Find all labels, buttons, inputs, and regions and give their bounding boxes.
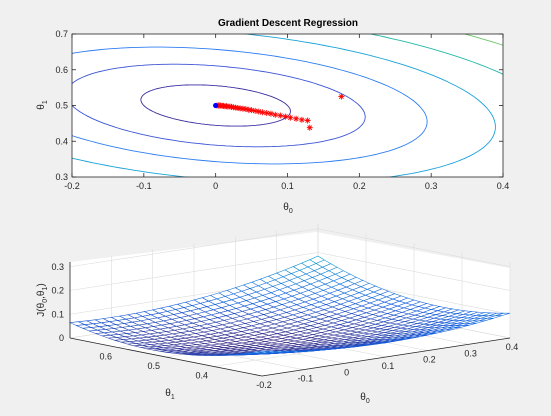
surface-x-tick-label: -0.1: [298, 374, 314, 384]
contour-x-tick-label: 0.4: [497, 181, 510, 191]
surface-y-grid-line: [213, 252, 463, 367]
contour-line: [140, 84, 291, 127]
surface-chart: 00.10.20.3 0.60.50.4 -0.2-0.100.10.20.30…: [36, 224, 518, 405]
contour-line: [72, 63, 366, 148]
surface-patch: [255, 350, 271, 353]
surface-x-tick-label: 0.4: [506, 342, 519, 352]
surface-y-tick-label: 0.6: [99, 352, 112, 362]
surface-axes: [69, 262, 511, 377]
contour-chart: Gradient Descent Regression -0.2 -0.1 0 0.1…: [36, 18, 509, 215]
descent-point: [277, 112, 284, 119]
surface-x-label-sub: 0: [366, 398, 370, 405]
surface-y-axis: [69, 337, 263, 377]
surface-z-label-sub1: 1: [42, 287, 49, 291]
surface-mesh: [68, 255, 511, 356]
contour-line: [72, 34, 496, 177]
surface-z-tick-label: 0.1: [51, 309, 64, 319]
surface-z-label-mid: ,θ: [36, 290, 47, 299]
surface-y-label: θ1: [165, 388, 175, 401]
contour-y-tick-label: 0.3: [55, 172, 68, 182]
descent-point: [298, 116, 305, 123]
surface-x-tick-label: 0.1: [382, 361, 395, 371]
surface-z-label-base: J(θ: [36, 302, 47, 316]
descent-point: [338, 93, 345, 100]
descent-point: [287, 114, 294, 121]
contour-x-tick-label: 0.3: [425, 181, 438, 191]
surface-x-ticks: -0.2 -0.1 0 0.1 0.2 0.3 0.4: [256, 342, 518, 390]
descent-point: [259, 109, 266, 116]
surface-x-tick-label: 0.2: [423, 355, 436, 365]
contour-y-ticks: 0.3 0.4 0.5 0.6 0.7: [55, 29, 503, 182]
surface-z-tick-label: 0.2: [51, 286, 64, 296]
contour-x-label-sub: 0: [289, 208, 293, 215]
descent-point: [255, 108, 262, 115]
surface-x-tick-label: 0: [344, 367, 349, 377]
descent-point: [272, 111, 279, 118]
descent-point: [267, 110, 274, 117]
contour-y-label-base: θ: [36, 104, 47, 110]
descent-path: [213, 93, 345, 131]
surface-z-label: J(θ0,θ1): [36, 283, 49, 316]
contour-x-tick-label: 0: [213, 181, 218, 191]
contour-title: Gradient Descent Regression: [218, 18, 358, 29]
surface-x-label-base: θ: [360, 392, 366, 403]
contour-y-tick-label: 0.7: [55, 29, 68, 39]
contour-x-tick-label: 0.1: [281, 181, 294, 191]
surface-y-tick-label: 0.4: [195, 371, 208, 381]
contour-x-label: θ0: [283, 202, 293, 215]
contour-lines: [72, 34, 503, 177]
contour-y-tick-label: 0.5: [55, 101, 68, 111]
contour-x-tick-label: 0.2: [353, 181, 366, 191]
surface-y-label-sub: 1: [171, 394, 175, 401]
minimum-point: [213, 102, 219, 109]
surface-x-tick-label: 0.3: [464, 348, 477, 358]
contour-y-tick-label: 0.6: [55, 65, 68, 75]
surface-z-ticks: 0 0.1 0.2 0.3: [51, 262, 64, 343]
surface-y-tick-label: 0.5: [147, 361, 160, 371]
contour-y-label-sub: 1: [42, 100, 49, 104]
contour-x-tick-label: -0.1: [136, 181, 152, 191]
surface-z-label-end: ): [36, 283, 47, 286]
descent-point: [282, 113, 289, 120]
descent-point: [263, 110, 270, 117]
contour-line: [72, 46, 428, 165]
contour-y-label: θ1: [36, 100, 49, 110]
surface-z-label-sub0: 0: [42, 299, 49, 303]
contour-x-tick-label: -0.2: [64, 181, 80, 191]
surface-z-tick-label: 0.3: [51, 262, 64, 272]
surface-x-axis: [261, 337, 511, 377]
surface-x-label: θ0: [360, 392, 370, 405]
surface-y-ticks: 0.6 0.5 0.4: [99, 352, 208, 381]
contour-x-ticks: -0.2 -0.1 0 0.1 0.2 0.3 0.4: [64, 34, 509, 191]
contour-y-tick-label: 0.4: [55, 136, 68, 146]
descent-point: [293, 115, 300, 122]
surface-y-label-base: θ: [165, 388, 171, 399]
descent-point: [252, 107, 259, 114]
descent-point: [306, 124, 313, 131]
descent-point: [304, 117, 311, 124]
contour-x-label-base: θ: [283, 202, 289, 213]
surface-x-tick-label: -0.2: [256, 380, 272, 390]
surface-z-tick-label: 0: [59, 333, 64, 343]
